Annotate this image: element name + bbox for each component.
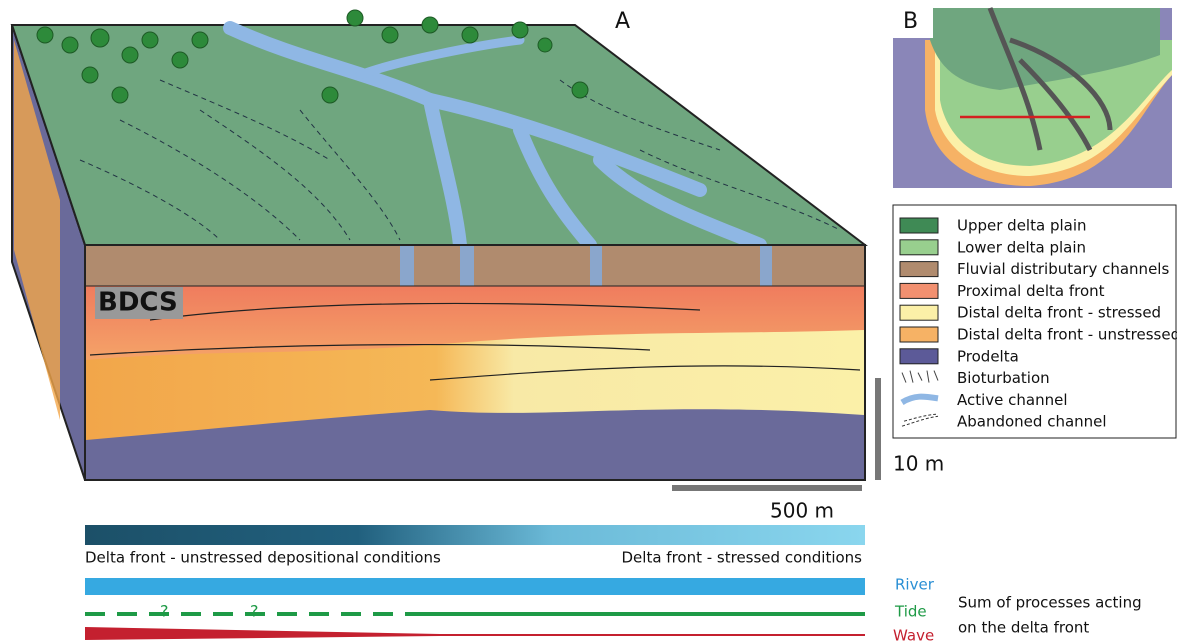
summary-text: on the delta front (958, 619, 1089, 637)
figure: BDCS A B Upper delta plain Lower delta pl… (0, 0, 1177, 644)
uncertain-mark: ? (160, 602, 169, 621)
process-label: River (895, 576, 935, 594)
legend-swatch (900, 283, 938, 298)
legend-swatch (900, 349, 938, 364)
inset-map: B (893, 8, 1172, 188)
legend-label: Distal delta front - unstressed (957, 326, 1177, 344)
legend-label: Fluvial distributary channels (957, 260, 1169, 278)
legend: Upper delta plain Lower delta plain Fluvia… (893, 205, 1177, 438)
legend-label: Distal delta front - stressed (957, 304, 1161, 322)
legend-label: Proximal delta front (957, 282, 1105, 300)
legend-label: Bioturbation (957, 369, 1050, 387)
horizontal-scale-label: 500 m (770, 499, 834, 523)
uncertain-mark: ? (250, 602, 259, 621)
block-diagram: BDCS A (12, 9, 865, 480)
legend-label: Lower delta plain (957, 238, 1086, 256)
river-bar (85, 578, 865, 595)
legend-label: Active channel (957, 391, 1068, 409)
legend-swatch (900, 218, 938, 233)
panel-label: A (615, 9, 630, 34)
legend-swatch (900, 262, 938, 277)
legend-label: Upper delta plain (957, 217, 1087, 235)
legend-swatch (900, 305, 938, 320)
process-label: Tide (894, 603, 927, 621)
conditions-gradient (85, 525, 865, 545)
legend-swatch (900, 327, 938, 342)
panel-label: B (903, 9, 918, 34)
summary-text: Sum of processes acting (958, 594, 1142, 612)
legend-label: Abandoned channel (957, 413, 1107, 431)
gradient-label: Delta front - stressed conditions (622, 549, 863, 567)
wave-wedge (85, 627, 865, 640)
gradient-label: Delta front - unstressed depositional co… (85, 549, 441, 567)
vertical-scale-label: 10 m (893, 452, 944, 476)
vertical-scale-bar (875, 378, 881, 480)
legend-label: Prodelta (957, 347, 1019, 365)
legend-swatch (900, 240, 938, 255)
block-label: BDCS (98, 288, 178, 318)
horizontal-scale-bar (672, 485, 862, 491)
process-label: Wave (893, 627, 934, 644)
